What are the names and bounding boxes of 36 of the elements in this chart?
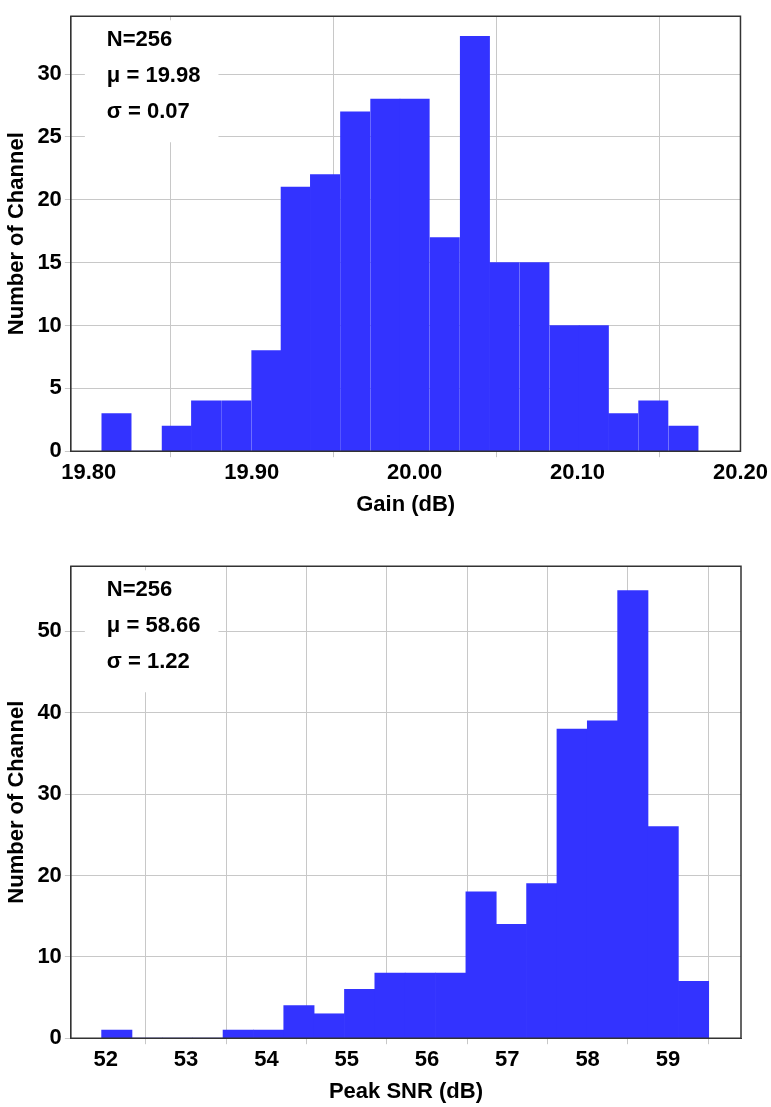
x-axis-title: Peak SNR (dB) [328,1077,483,1103]
x-tick-label: 59 [655,1046,681,1072]
x-tick-label: 55 [334,1046,359,1072]
x-tick-label: 20.20 [712,459,768,485]
annotation: σ = 1.22 [106,648,190,674]
x-tick-label: 54 [254,1046,280,1072]
x-tick-label: 53 [173,1046,199,1072]
y-tick-label: 10 [37,942,62,968]
y-axis-title: Number of Channel [3,700,29,904]
x-tick-label: 52 [93,1046,119,1072]
y-tick-label: 5 [49,374,62,400]
x-tick-label: 19.90 [224,459,280,485]
y-tick-label: 30 [37,60,62,86]
x-tick-label: 56 [414,1046,440,1072]
x-tick-label: 20.00 [387,459,443,485]
y-tick-label: 20 [37,861,62,887]
annotation: σ = 0.07 [106,98,190,124]
y-tick-label: 40 [37,698,62,724]
x-tick-label: 57 [495,1046,520,1072]
y-tick-label: 15 [37,248,62,274]
y-tick-label: 25 [37,122,62,148]
y-tick-label: 0 [49,1024,62,1050]
x-axis-title: Gain (dB) [356,490,456,516]
x-tick-label: 58 [575,1046,600,1072]
y-tick-label: 50 [37,617,62,643]
annotation: N=256 [106,576,173,602]
annotation: μ = 58.66 [106,612,201,638]
x-tick-label: 20.10 [550,459,606,485]
y-tick-label: 20 [37,185,62,211]
y-axis-title: Number of Channel [3,132,29,336]
y-tick-label: 30 [37,780,62,806]
annotation: μ = 19.98 [106,62,201,88]
y-tick-label: 10 [37,311,62,337]
y-tick-label: 0 [49,437,62,463]
annotation: N=256 [106,26,173,52]
x-tick-label: 19.80 [61,459,117,485]
